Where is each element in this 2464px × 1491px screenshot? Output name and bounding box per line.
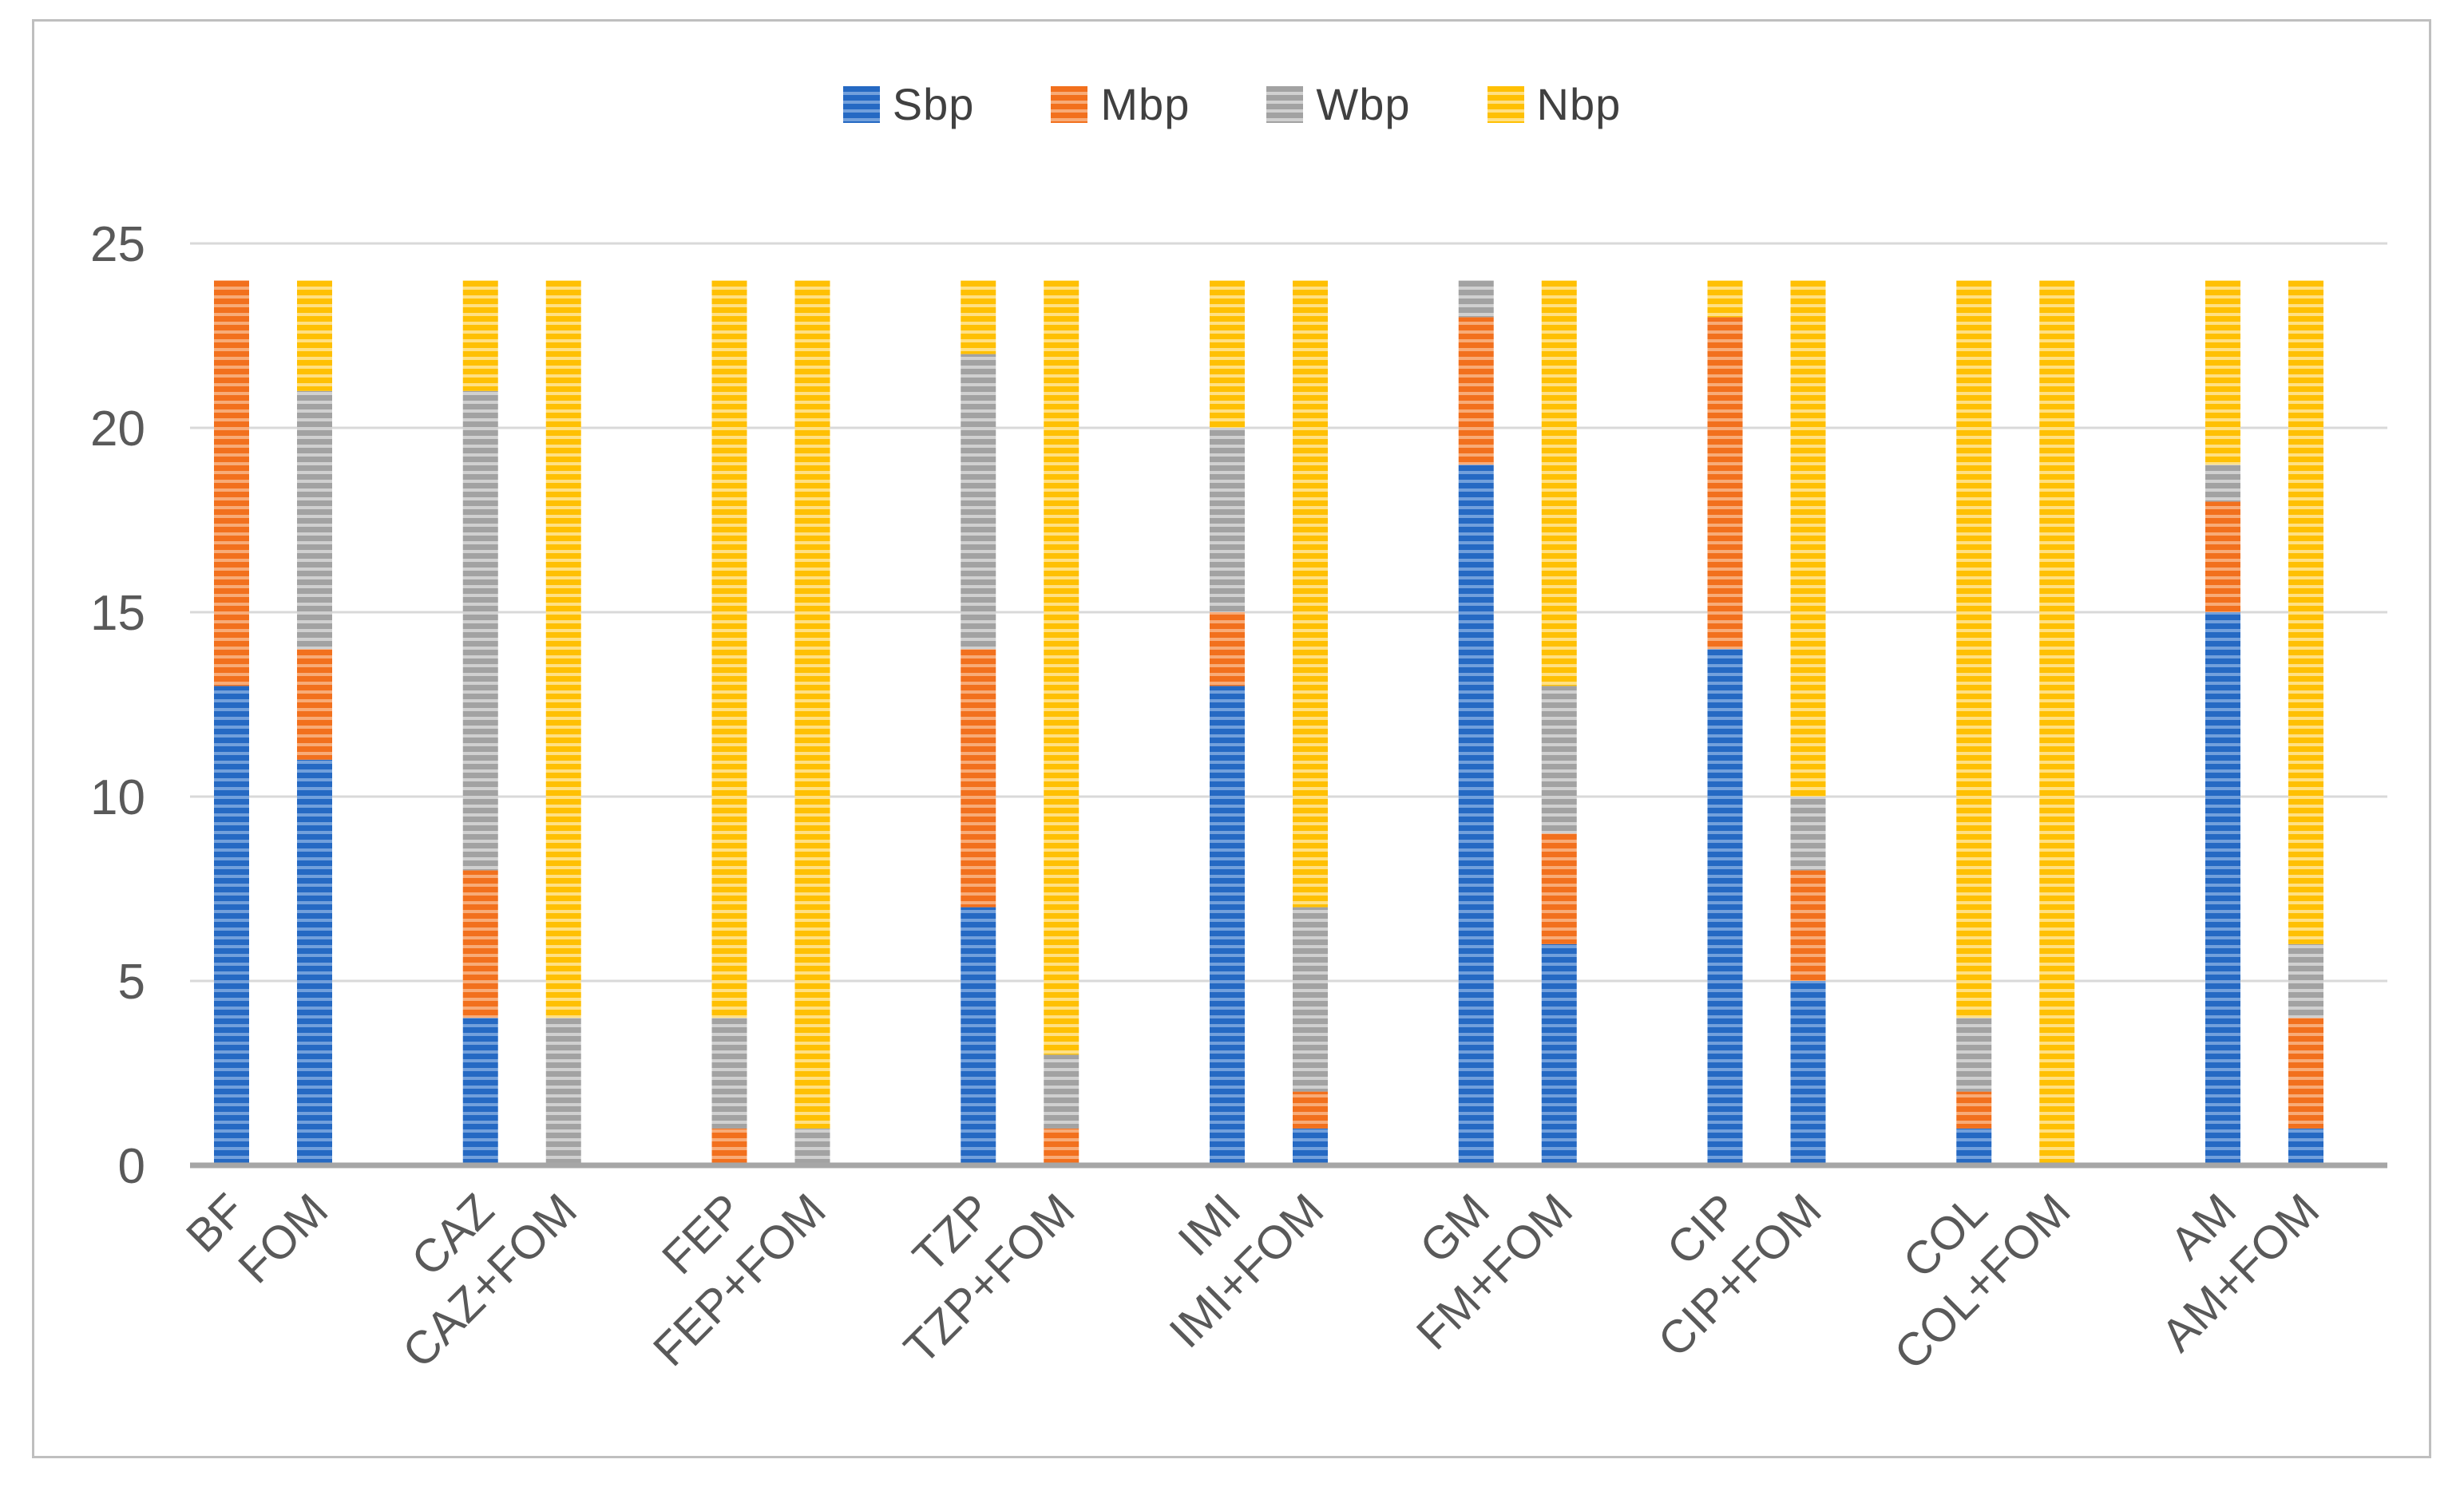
bar-segment-mbp (462, 870, 498, 1018)
bar-IMI (1210, 280, 1245, 1165)
bar-segment-mbp (1541, 833, 1577, 944)
bar-segment-mbp (711, 1128, 747, 1165)
bar-segment-sbp (1293, 1128, 1328, 1165)
bar-GM (1458, 280, 1494, 1165)
bar-segment-nbp (1790, 280, 1826, 797)
bar-segment-sbp (297, 759, 332, 1165)
bar-segment-mbp (1790, 870, 1826, 981)
bar-segment-mbp (2288, 1018, 2323, 1129)
y-tick-label: 10 (90, 770, 145, 825)
bar-segment-sbp (1956, 1128, 1992, 1165)
bar-segment-mbp (961, 649, 996, 908)
bar-segment-nbp (2288, 280, 2323, 944)
bar-CAZ (462, 280, 498, 1165)
bar-segment-wbp (2205, 465, 2240, 502)
x-axis-label: CIP+FOM (1648, 1184, 1831, 1366)
bar-segment-wbp (1790, 797, 1826, 871)
bar-segment-wbp (711, 1018, 747, 1129)
bar-segment-mbp (1210, 612, 1245, 686)
bar-FOM (297, 280, 332, 1165)
bar-segment-wbp (462, 390, 498, 871)
bar-segment-wbp (545, 1018, 581, 1165)
bar-segment-mbp (1707, 317, 1743, 650)
x-axis-label: FOM (228, 1184, 338, 1293)
bar-segment-wbp (1210, 428, 1245, 612)
bar-segment-nbp (462, 280, 498, 391)
y-tick-label: 20 (90, 401, 145, 457)
bar-segment-mbp (1956, 1091, 1992, 1129)
bar-segment-mbp (1293, 1091, 1328, 1129)
bar-segment-mbp (297, 649, 332, 760)
bar-segment-sbp (1707, 649, 1743, 1165)
bar-CAZ+FOM (545, 280, 581, 1165)
bar-segment-sbp (1541, 943, 1577, 1165)
bar-segment-wbp (1458, 280, 1494, 318)
bar-COL+FOM (2039, 280, 2075, 1166)
bar-segment-sbp (2205, 612, 2240, 1165)
bar-segment-nbp (1707, 280, 1743, 318)
bar-segment-nbp (711, 280, 747, 1018)
bar-IMI+FOM (1293, 280, 1328, 1165)
bar-segment-nbp (2039, 280, 2075, 1166)
bar-segment-wbp (961, 354, 996, 650)
y-tick-label: 5 (118, 955, 145, 1010)
bar-CIP (1707, 280, 1743, 1165)
bar-segment-sbp (1210, 686, 1245, 1165)
bar-segment-nbp (297, 280, 332, 391)
bar-segment-nbp (961, 280, 996, 354)
bar-segment-nbp (1293, 280, 1328, 908)
y-tick-label: 15 (90, 586, 145, 641)
bar-segment-nbp (1541, 280, 1577, 686)
bar-segment-nbp (1210, 280, 1245, 428)
bar-segment-mbp (1458, 317, 1494, 465)
bar-segment-sbp (2288, 1128, 2323, 1165)
bar-segment-wbp (1293, 907, 1328, 1092)
bar-FM+FOM (1541, 280, 1577, 1165)
bar-AM (2205, 280, 2240, 1165)
bar-segment-sbp (961, 907, 996, 1165)
bar-segment-sbp (462, 1018, 498, 1165)
x-axis-label: IMI+FOM (1159, 1184, 1333, 1358)
bar-segment-wbp (1956, 1018, 1992, 1092)
bar-segment-nbp (794, 280, 830, 1129)
bar-segment-sbp (1790, 981, 1826, 1165)
bar-segment-nbp (2205, 280, 2240, 465)
bar-AM+FOM (2288, 280, 2323, 1165)
bar-segment-sbp (1458, 465, 1494, 1165)
bar-segment-wbp (297, 390, 332, 650)
bar-FEP (711, 280, 747, 1165)
bar-segment-mbp (2205, 501, 2240, 612)
bar-COL (1956, 280, 1992, 1165)
x-axis-label: FM+FOM (1407, 1184, 1583, 1359)
bar-segment-mbp (1044, 1128, 1079, 1165)
bar-BF (214, 280, 249, 1165)
bar-segment-wbp (794, 1128, 830, 1165)
bar-TZP (961, 280, 996, 1165)
bar-segment-nbp (1956, 280, 1992, 1018)
bar-segment-wbp (1044, 1054, 1079, 1129)
bar-FEP+FOM (794, 280, 830, 1165)
bar-segment-wbp (1541, 686, 1577, 834)
bar-segment-wbp (2288, 943, 2323, 1018)
y-tick-label: 25 (90, 217, 145, 272)
bar-CIP+FOM (1790, 280, 1826, 1165)
x-axis-label: AM+FOM (2152, 1184, 2330, 1362)
bar-segment-sbp (214, 686, 249, 1165)
bar-segment-nbp (1044, 280, 1079, 1055)
bar-segment-mbp (214, 280, 249, 686)
y-tick-label: 0 (118, 1139, 145, 1194)
bar-TZP+FOM (1044, 280, 1079, 1165)
bar-segment-nbp (545, 280, 581, 1018)
